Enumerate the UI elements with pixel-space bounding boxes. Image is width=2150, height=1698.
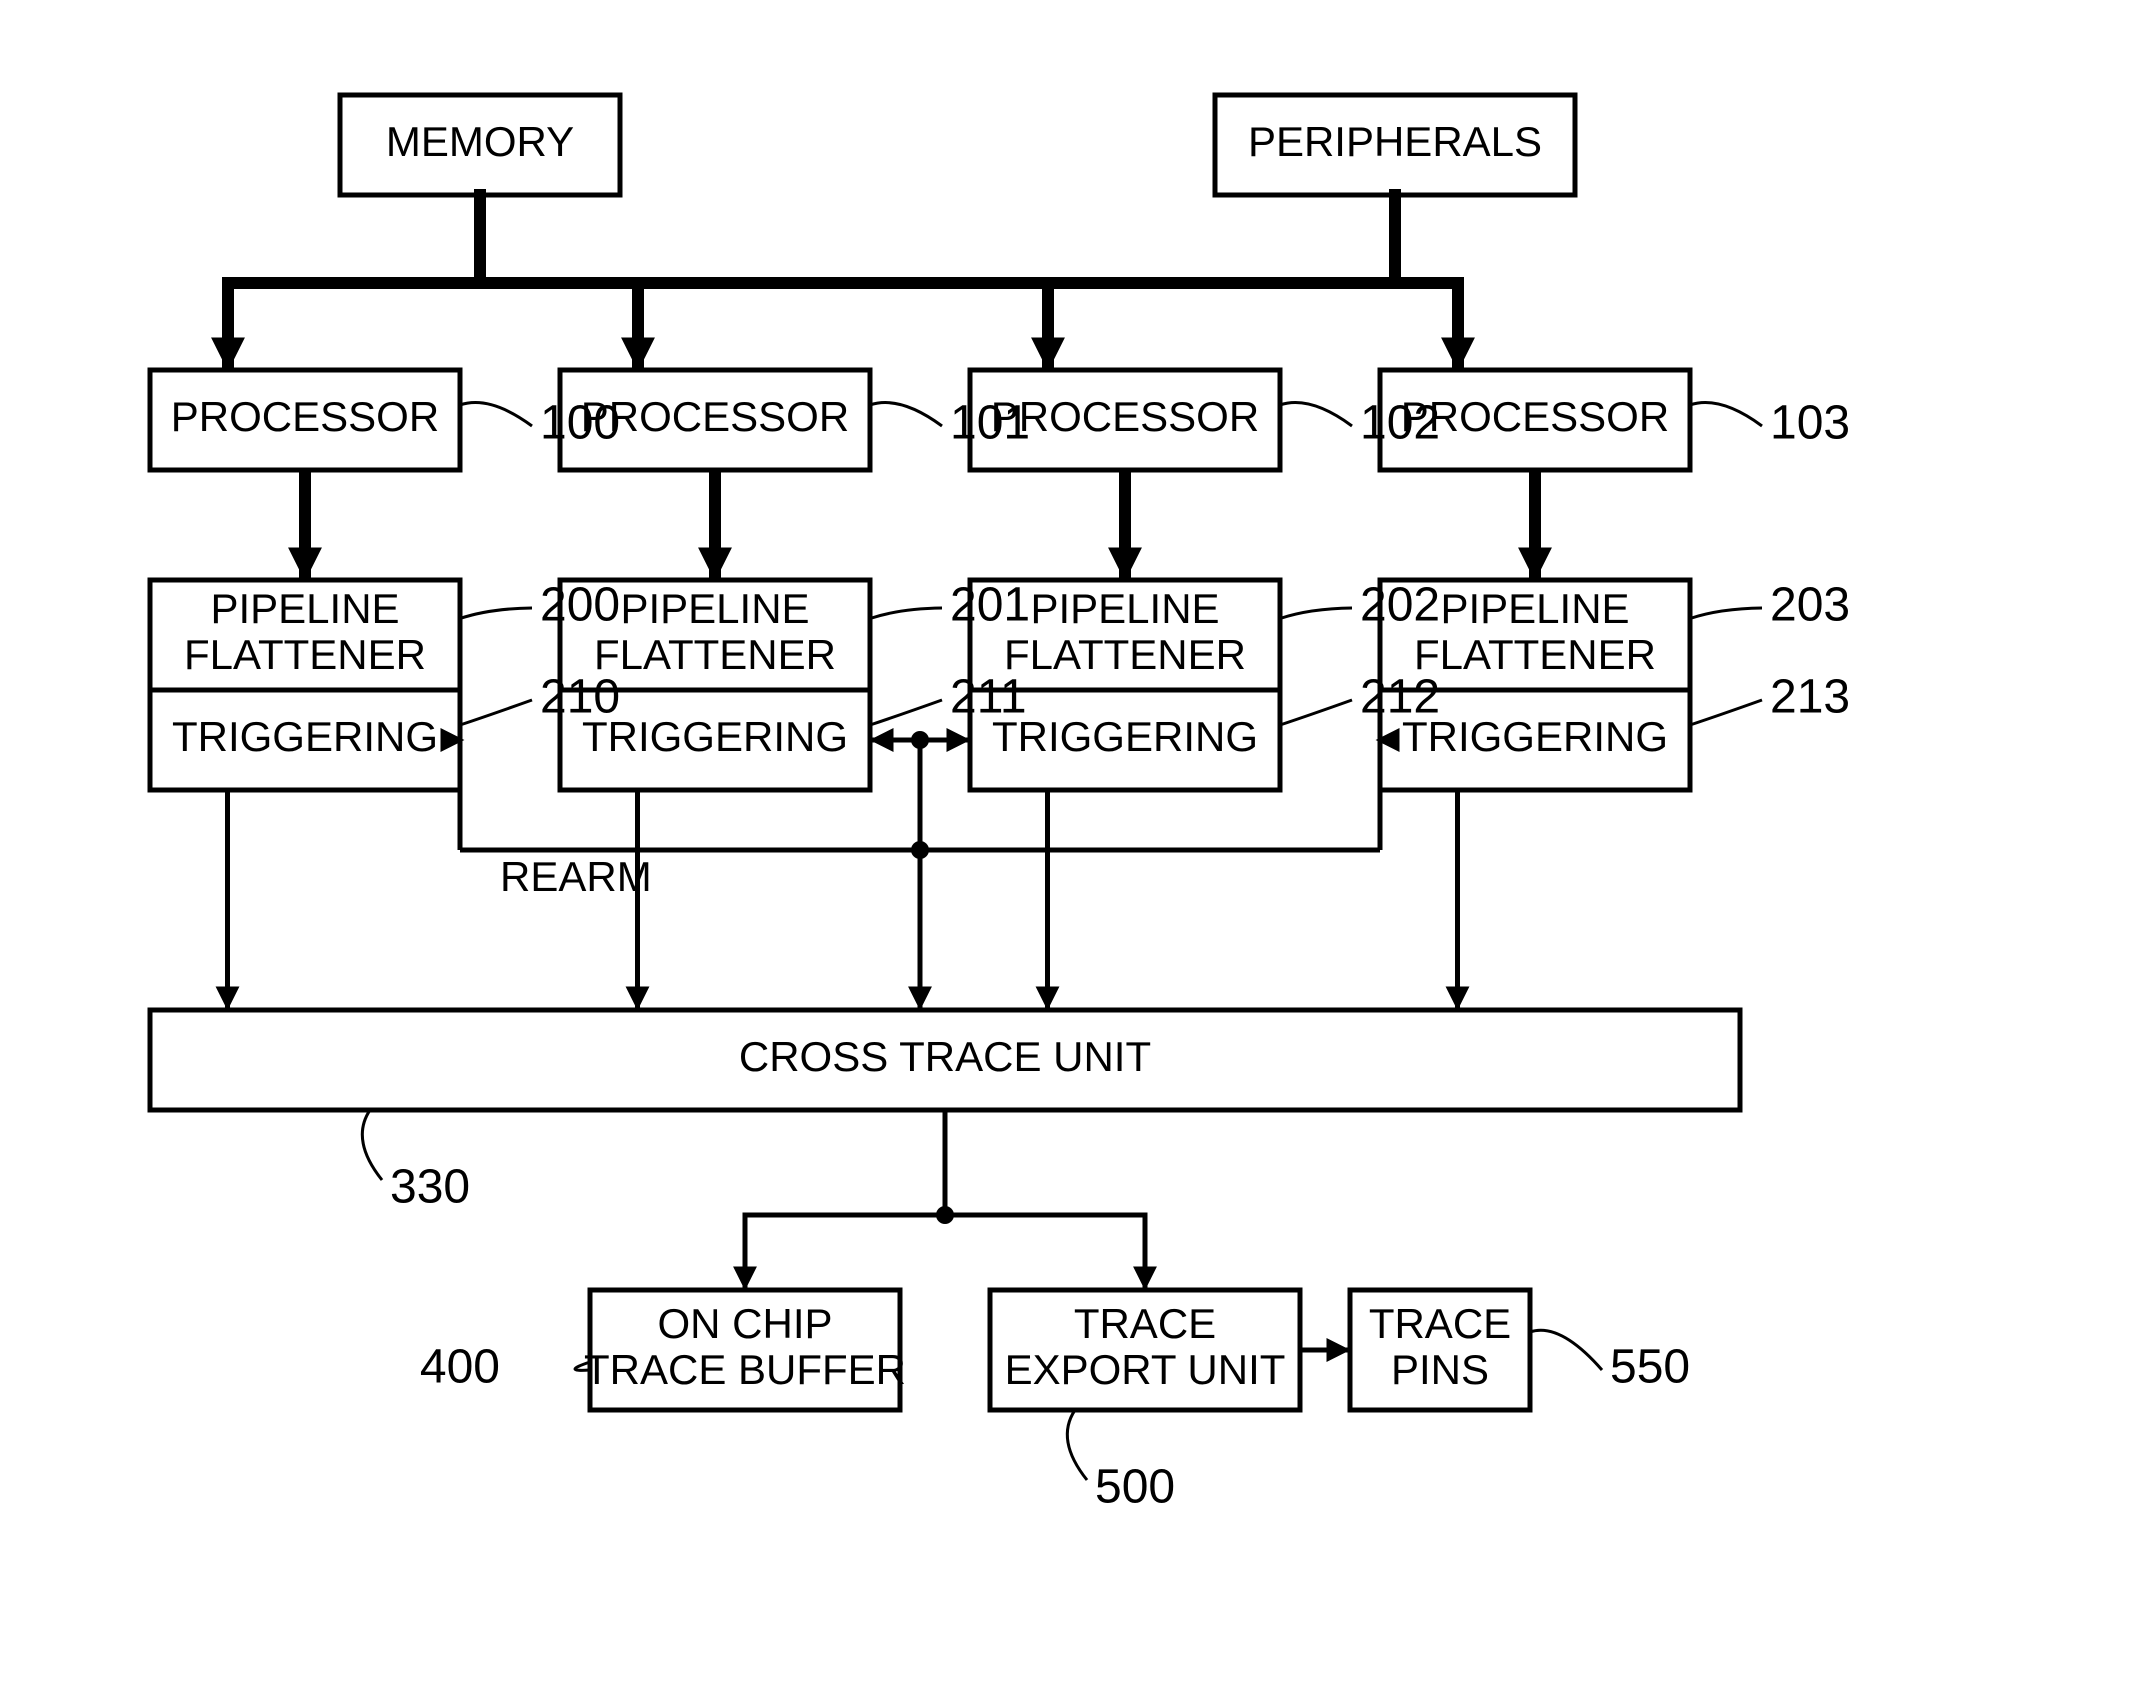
svg-text:TRIGGERING: TRIGGERING — [1402, 713, 1668, 760]
svg-text:211: 211 — [950, 671, 1027, 724]
svg-text:TRIGGERING: TRIGGERING — [992, 713, 1258, 760]
svg-text:101: 101 — [950, 397, 1030, 450]
svg-text:210: 210 — [540, 671, 620, 724]
svg-text:ON CHIP: ON CHIP — [657, 1300, 832, 1347]
svg-text:100: 100 — [540, 397, 620, 450]
svg-text:213: 213 — [1770, 671, 1850, 724]
svg-text:FLATTENER: FLATTENER — [594, 631, 836, 678]
svg-text:400: 400 — [420, 1341, 500, 1394]
svg-text:202: 202 — [1360, 579, 1440, 632]
svg-text:EXPORT UNIT: EXPORT UNIT — [1005, 1346, 1286, 1393]
svg-text:PINS: PINS — [1391, 1346, 1489, 1393]
svg-text:TRIGGERING: TRIGGERING — [582, 713, 848, 760]
svg-text:TRACE BUFFER: TRACE BUFFER — [584, 1346, 906, 1393]
svg-text:102: 102 — [1360, 397, 1440, 450]
svg-text:550: 550 — [1610, 1341, 1690, 1394]
svg-text:TRACE: TRACE — [1074, 1300, 1216, 1347]
svg-text:MEMORY: MEMORY — [386, 118, 574, 165]
svg-text:330: 330 — [390, 1161, 470, 1214]
svg-text:200: 200 — [540, 579, 620, 632]
svg-text:PROCESSOR: PROCESSOR — [1401, 393, 1669, 440]
svg-text:TRIGGERING: TRIGGERING — [172, 713, 438, 760]
svg-text:PIPELINE: PIPELINE — [210, 585, 399, 632]
svg-text:PERIPHERALS: PERIPHERALS — [1248, 118, 1542, 165]
svg-text:CROSS TRACE UNIT: CROSS TRACE UNIT — [739, 1033, 1151, 1080]
svg-text:103: 103 — [1770, 397, 1850, 450]
svg-text:PIPELINE: PIPELINE — [1440, 585, 1629, 632]
svg-text:203: 203 — [1770, 579, 1850, 632]
svg-text:PIPELINE: PIPELINE — [620, 585, 809, 632]
svg-text:FLATTENER: FLATTENER — [1414, 631, 1656, 678]
svg-text:REARM: REARM — [500, 853, 652, 900]
svg-text:201: 201 — [950, 579, 1030, 632]
svg-text:PROCESSOR: PROCESSOR — [991, 393, 1259, 440]
svg-text:PROCESSOR: PROCESSOR — [171, 393, 439, 440]
svg-text:FLATTENER: FLATTENER — [184, 631, 426, 678]
svg-text:TRACE: TRACE — [1369, 1300, 1511, 1347]
svg-text:FLATTENER: FLATTENER — [1004, 631, 1246, 678]
svg-text:212: 212 — [1360, 671, 1440, 724]
svg-text:500: 500 — [1095, 1461, 1175, 1514]
svg-text:PROCESSOR: PROCESSOR — [581, 393, 849, 440]
svg-text:PIPELINE: PIPELINE — [1030, 585, 1219, 632]
